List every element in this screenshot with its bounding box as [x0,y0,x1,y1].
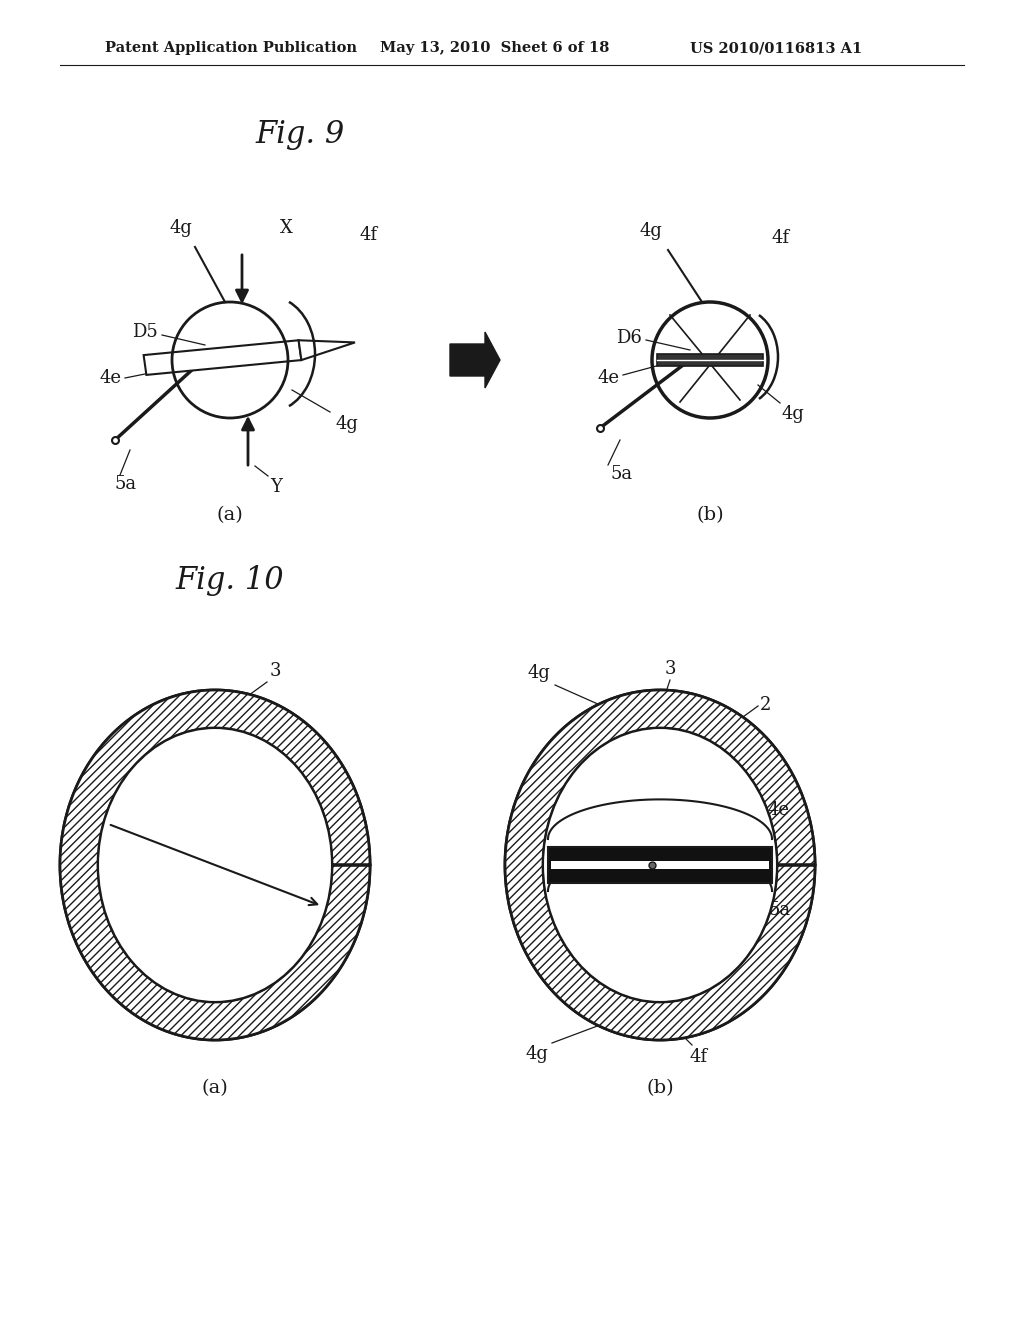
Polygon shape [143,341,301,375]
Ellipse shape [543,729,777,1002]
Text: US 2010/0116813 A1: US 2010/0116813 A1 [690,41,862,55]
Polygon shape [450,333,500,388]
Text: 5a: 5a [768,902,791,919]
Text: d2: d2 [191,828,218,847]
Text: D5: D5 [132,323,158,341]
Text: 4f: 4f [690,1048,708,1067]
Text: 2: 2 [760,696,771,714]
Polygon shape [299,341,355,360]
Text: (a): (a) [202,1078,228,1097]
Text: Y: Y [270,478,282,496]
Text: 4e: 4e [100,370,122,387]
Text: 4g: 4g [527,664,550,682]
Text: Fig. 10: Fig. 10 [175,565,284,595]
Ellipse shape [98,729,332,1002]
Text: 3: 3 [665,660,676,678]
Text: 4e: 4e [768,801,790,818]
Text: Fig. 9: Fig. 9 [255,120,345,150]
Text: May 13, 2010  Sheet 6 of 18: May 13, 2010 Sheet 6 of 18 [380,41,609,55]
Text: 4e: 4e [598,370,620,387]
Ellipse shape [60,690,370,1040]
Text: D6: D6 [616,329,642,347]
Ellipse shape [505,690,815,1040]
Text: 4g: 4g [525,1045,548,1063]
Text: 4g: 4g [335,414,357,433]
Text: Patent Application Publication: Patent Application Publication [105,41,357,55]
Text: 4g: 4g [782,405,805,422]
Polygon shape [60,690,370,1040]
Text: 5a: 5a [115,475,137,492]
Polygon shape [505,690,815,1040]
Text: 4g: 4g [639,222,662,240]
Text: 4g: 4g [169,219,193,238]
Text: 4f: 4f [772,228,790,247]
Text: 3: 3 [270,663,282,680]
Text: 5a: 5a [610,465,632,483]
Polygon shape [657,354,763,366]
Text: (a): (a) [217,506,244,524]
Text: (b): (b) [646,1078,674,1097]
Text: (b): (b) [696,506,724,524]
Polygon shape [551,861,769,869]
Polygon shape [548,847,772,883]
Text: 4f: 4f [360,226,378,244]
Text: X: X [280,219,293,238]
